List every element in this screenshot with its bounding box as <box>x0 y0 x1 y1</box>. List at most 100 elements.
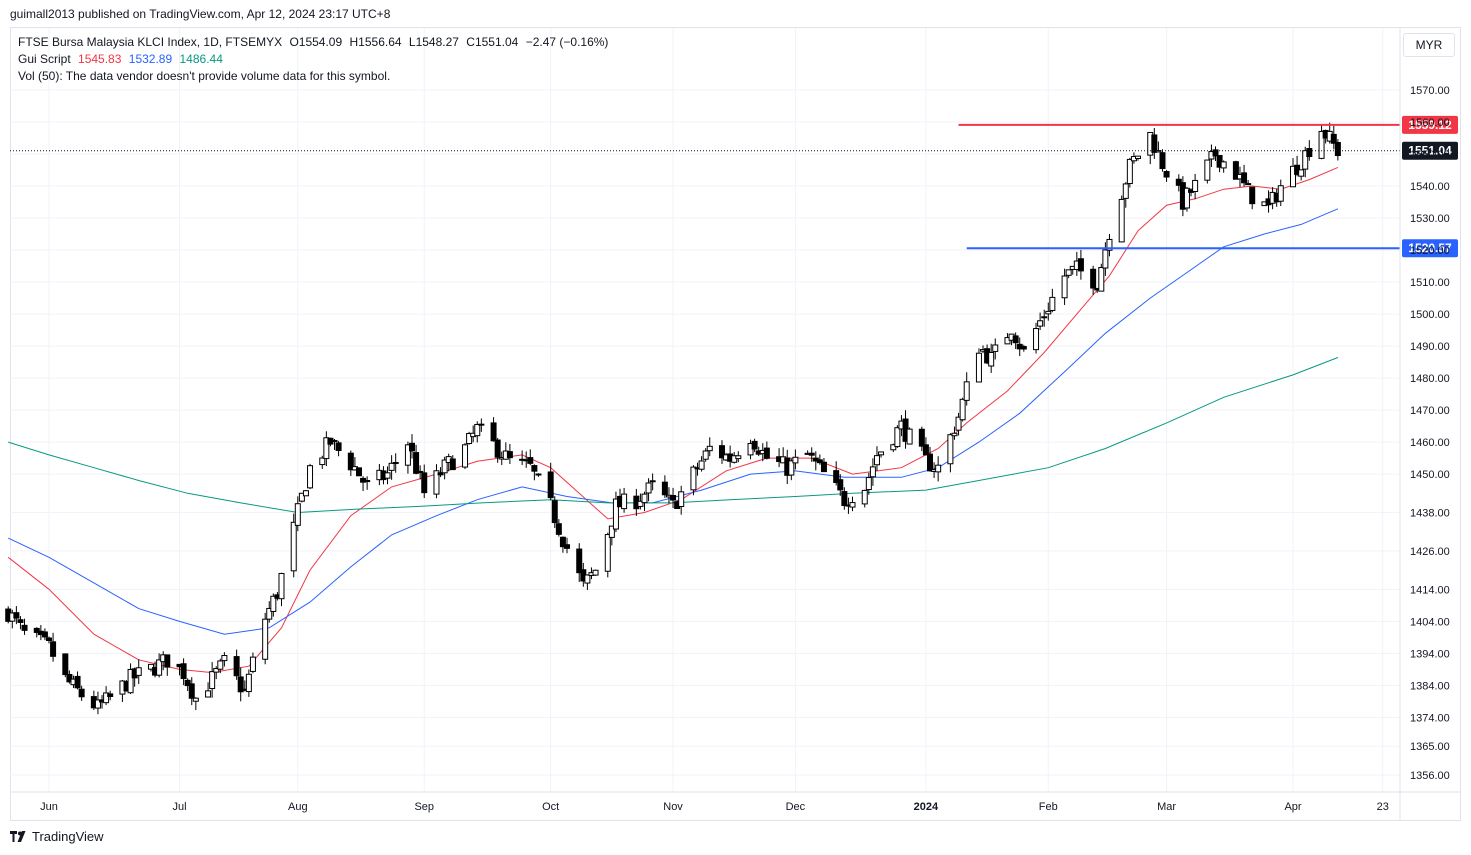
candle-up <box>217 660 224 670</box>
candle-up <box>192 697 199 702</box>
time-tick-label: Aug <box>288 801 308 813</box>
candle-up <box>103 692 110 704</box>
candle-down <box>535 473 542 476</box>
candle-up <box>869 466 876 478</box>
candle-down <box>527 457 534 464</box>
candle-down <box>437 472 444 476</box>
candle-up <box>307 465 314 489</box>
time-tick-label: Feb <box>1039 801 1058 813</box>
candle-up <box>245 673 252 693</box>
price-tick-label: 1426.00 <box>1410 546 1450 558</box>
ohlc-low: L1548.27 <box>408 35 459 49</box>
published-by-line: guimall2013 published on TradingView.com… <box>10 7 391 21</box>
ohlc-high: H1556.64 <box>349 35 402 49</box>
candle-up <box>890 444 897 451</box>
candle-up <box>878 451 885 456</box>
candle-down <box>1245 183 1252 186</box>
candle-up <box>1298 169 1305 177</box>
candle-down <box>364 479 371 483</box>
candle-down <box>164 654 171 668</box>
candle-up <box>955 416 962 431</box>
candle-up <box>788 460 795 476</box>
candle-down <box>1151 134 1158 153</box>
candle-down <box>506 451 513 459</box>
time-tick-label: Dec <box>786 801 806 813</box>
candle-up <box>270 595 277 612</box>
resistance-price-tag <box>1402 115 1458 134</box>
candle-down <box>559 536 566 548</box>
ma-mid-line <box>7 208 1339 635</box>
price-tick-label: 1470.00 <box>1410 405 1450 417</box>
candle-down <box>837 479 844 491</box>
candle-up <box>963 381 970 401</box>
candle-up <box>906 428 913 445</box>
candle-down <box>107 693 114 698</box>
candle-down <box>1241 172 1248 184</box>
candle-up <box>951 432 958 437</box>
price-tick-label: 1540.00 <box>1410 181 1450 193</box>
candle-up <box>388 462 395 471</box>
script-legend[interactable]: Gui Script 1545.83 1532.89 1486.44 <box>18 52 227 66</box>
candle-down <box>1020 346 1027 350</box>
candle-up <box>861 489 868 505</box>
candle-up <box>1106 238 1113 251</box>
candle-up <box>621 493 628 510</box>
candle-down <box>180 663 187 680</box>
time-tick-label: Sep <box>414 801 434 813</box>
candle-up <box>849 502 856 508</box>
candle-down <box>547 471 554 499</box>
candle-up <box>331 439 338 442</box>
candle-up <box>1204 159 1211 181</box>
candle-up <box>209 671 216 690</box>
candle-up <box>1192 179 1199 192</box>
currency-button[interactable]: MYR <box>1403 33 1455 57</box>
candle-down <box>50 641 57 657</box>
chart-frame <box>10 27 1461 821</box>
price-tick-label: 1450.00 <box>1410 469 1450 481</box>
candle-up <box>641 493 648 504</box>
price-tick-label: 1404.00 <box>1410 616 1450 628</box>
candle-down <box>833 470 840 484</box>
candle-up <box>392 461 399 464</box>
candle-down <box>355 467 362 477</box>
candle-up <box>1155 150 1162 153</box>
candle-down <box>237 676 244 693</box>
candle-down <box>347 452 354 471</box>
candle-down <box>41 631 48 638</box>
price-tick-label: 1490.00 <box>1410 341 1450 353</box>
candle-up <box>298 492 305 502</box>
ma-mid-value: 1532.89 <box>128 52 173 66</box>
candle-up <box>1220 161 1227 169</box>
candle-up <box>792 456 799 464</box>
candle-down <box>1232 161 1239 180</box>
candle-down <box>751 440 758 450</box>
time-axis[interactable]: Jun Jul Aug Sep Oct Nov Dec 2024 Feb Mar Apr 23 <box>10 791 1460 813</box>
candle-down <box>184 679 191 687</box>
candle-down <box>478 423 485 426</box>
candle-down <box>1334 142 1341 157</box>
candle-up <box>637 500 644 507</box>
candle-up <box>988 351 995 367</box>
price-tick-label: 1570.00 <box>1410 85 1450 97</box>
candle-up <box>698 460 705 470</box>
horizontal-levels[interactable]: 1559.12 1520.57 1551.04 <box>10 115 1458 258</box>
candle-up <box>462 444 469 468</box>
candle-up <box>1290 165 1296 188</box>
candle-down <box>1216 155 1223 168</box>
candlesticks[interactable] <box>5 122 1341 715</box>
candle-down <box>820 461 827 473</box>
candle-up <box>384 472 391 479</box>
candle-down <box>33 627 40 633</box>
candle-up <box>213 668 220 673</box>
candle-up <box>1135 155 1142 160</box>
candle-down <box>918 428 925 447</box>
script-name: Gui Script <box>18 52 71 66</box>
price-axis[interactable]: 1570.00 1560.00 1550.00 1540.00 1530.00 1520.… <box>1399 28 1450 820</box>
candle-down <box>421 472 428 494</box>
symbol-title: FTSE Bursa Malaysia KLCI Index, 1D, FTSE… <box>18 35 283 49</box>
candle-down <box>808 452 815 456</box>
candle-down <box>1330 133 1337 144</box>
candle-up <box>262 618 269 660</box>
candle-up <box>127 668 134 694</box>
